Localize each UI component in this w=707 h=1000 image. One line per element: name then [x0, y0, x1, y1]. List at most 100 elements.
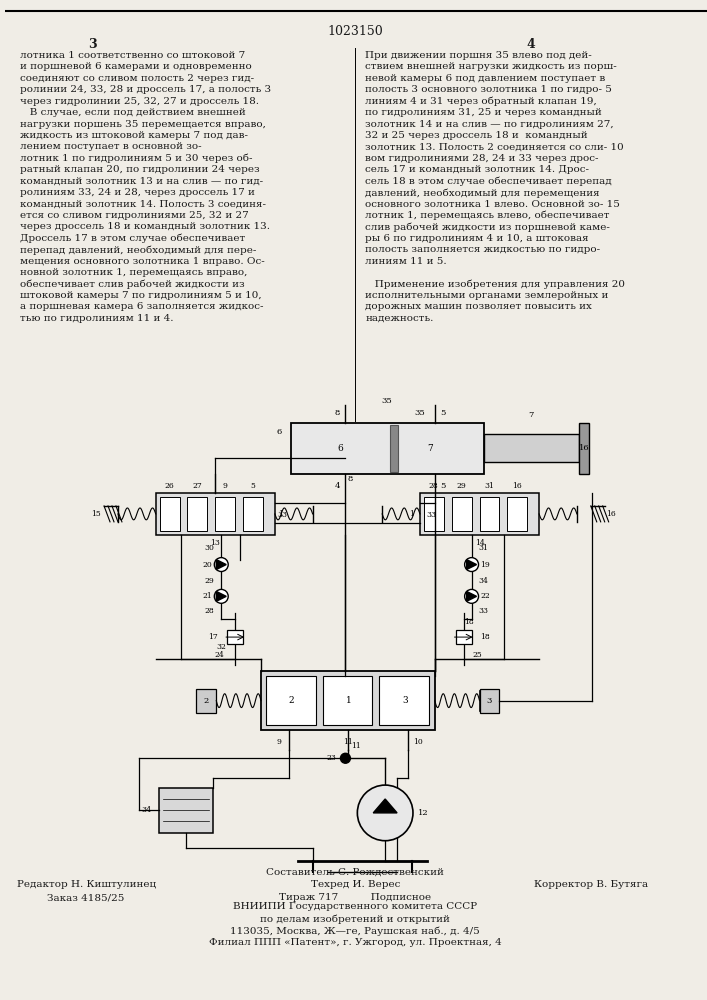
Text: 35: 35	[382, 397, 392, 405]
Text: 5: 5	[440, 482, 445, 490]
Circle shape	[214, 558, 228, 572]
Text: ролиниям 33, 24 и 28, через дроссель 17 и: ролиниям 33, 24 и 28, через дроссель 17 …	[20, 188, 255, 197]
Text: 6: 6	[276, 428, 281, 436]
Text: 27: 27	[192, 482, 202, 490]
Bar	[261, 671, 435, 730]
Text: 26: 26	[165, 482, 175, 490]
Text: 33: 33	[479, 607, 489, 615]
Bar	[291, 423, 484, 474]
Text: ролинии 24, 33, 28 и дроссель 17, а полость 3: ролинии 24, 33, 28 и дроссель 17, а поло…	[20, 85, 271, 94]
Text: невой камеры 6 под давлением поступает в: невой камеры 6 под давлением поступает в	[366, 74, 605, 83]
Text: сель 18 в этом случае обеспечивает перепад: сель 18 в этом случае обеспечивает переп…	[366, 177, 612, 186]
Text: 34: 34	[479, 577, 489, 585]
Text: В случае, если под действием внешней: В случае, если под действием внешней	[20, 108, 245, 117]
Text: 15: 15	[91, 510, 101, 518]
Bar	[160, 497, 180, 531]
Bar	[420, 493, 539, 535]
Text: 3: 3	[402, 696, 408, 705]
Text: 21: 21	[202, 592, 212, 600]
Text: 22: 22	[481, 592, 491, 600]
Text: 1: 1	[279, 510, 284, 518]
Text: мещения основного золотника 1 вправо. Ос-: мещения основного золотника 1 вправо. Ос…	[20, 257, 264, 266]
Text: командный золотник 13 и на слив — по гид-: командный золотник 13 и на слив — по гид…	[20, 177, 263, 186]
Text: обеспечивает слив рабочей жидкости из: обеспечивает слив рабочей жидкости из	[20, 279, 244, 289]
Text: основного золотника 1 влево. Основной зо- 15: основного золотника 1 влево. Основной зо…	[366, 200, 620, 209]
Text: 30: 30	[204, 544, 214, 552]
Circle shape	[341, 753, 351, 763]
Text: 25: 25	[473, 651, 482, 659]
Bar	[243, 497, 263, 531]
Text: новной золотник 1, перемещаясь вправо,: новной золотник 1, перемещаясь вправо,	[20, 268, 247, 277]
Bar	[479, 689, 499, 713]
Text: 17: 17	[209, 633, 218, 641]
Text: 20: 20	[202, 561, 212, 569]
Circle shape	[214, 589, 228, 603]
Bar	[227, 630, 243, 644]
Text: надежность.: надежность.	[366, 314, 433, 323]
Text: лотник 1 по гидролиниям 5 и 30 через об-: лотник 1 по гидролиниям 5 и 30 через об-	[20, 154, 252, 163]
Text: 18: 18	[464, 618, 474, 626]
Text: а поршневая камера 6 заполняется жидкос-: а поршневая камера 6 заполняется жидкос-	[20, 302, 263, 311]
Text: Тираж 717          Подписное: Тираж 717 Подписное	[279, 893, 431, 902]
Text: 19: 19	[481, 561, 491, 569]
Text: Применение изобретения для управления 20: Применение изобретения для управления 20	[366, 279, 625, 289]
Text: 2: 2	[288, 696, 293, 705]
Text: 3: 3	[88, 38, 96, 51]
Bar	[579, 423, 589, 474]
Text: ВНИИПИ Государственного комитета СССР: ВНИИПИ Государственного комитета СССР	[233, 902, 477, 911]
Text: При движении поршня 35 влево под дей-: При движении поршня 35 влево под дей-	[366, 51, 592, 60]
Text: ратный клапан 20, по гидролинии 24 через: ратный клапан 20, по гидролинии 24 через	[20, 165, 259, 174]
Text: 7: 7	[427, 444, 433, 453]
Bar	[424, 497, 444, 531]
Text: 1: 1	[409, 510, 414, 518]
Text: по гидролиниям 31, 25 и через командный: по гидролиниям 31, 25 и через командный	[366, 108, 602, 117]
Text: линиям 11 и 5.: линиям 11 и 5.	[366, 257, 447, 266]
Text: соединяют со сливом полость 2 через гид-: соединяют со сливом полость 2 через гид-	[20, 74, 254, 83]
Text: лотник 1, перемещаясь влево, обеспечивает: лотник 1, перемещаясь влево, обеспечивае…	[366, 211, 610, 220]
Text: 14: 14	[474, 539, 484, 547]
Text: штоковой камеры 7 по гидролиниям 5 и 10,: штоковой камеры 7 по гидролиниям 5 и 10,	[20, 291, 262, 300]
Text: жидкость из штоковой камеры 7 под дав-: жидкость из штоковой камеры 7 под дав-	[20, 131, 247, 140]
Text: ется со сливом гидролиниями 25, 32 и 27: ется со сливом гидролиниями 25, 32 и 27	[20, 211, 248, 220]
Bar	[266, 676, 315, 725]
Text: 16: 16	[606, 510, 616, 518]
Text: 8: 8	[335, 409, 340, 417]
Circle shape	[464, 558, 479, 572]
Text: по делам изобретений и открытий: по делам изобретений и открытий	[260, 914, 450, 924]
Circle shape	[357, 785, 413, 841]
Text: нагрузки поршень 35 перемещается вправо,: нагрузки поршень 35 перемещается вправо,	[20, 120, 266, 129]
Text: 11: 11	[351, 742, 361, 750]
Text: 29: 29	[457, 482, 467, 490]
Text: Техред И. Верес: Техред И. Верес	[310, 880, 400, 889]
Text: 5: 5	[440, 409, 445, 417]
Text: 6: 6	[337, 444, 344, 453]
Bar	[379, 676, 429, 725]
Text: золотник 13. Полость 2 соединяется со сли- 10: золотник 13. Полость 2 соединяется со сл…	[366, 142, 624, 151]
Text: сель 17 и командный золотник 14. Дрос-: сель 17 и командный золотник 14. Дрос-	[366, 165, 590, 174]
Text: через гидролинии 25, 32, 27 и дроссель 18.: через гидролинии 25, 32, 27 и дроссель 1…	[20, 97, 259, 106]
Text: 113035, Москва, Ж—ге, Раушская наб., д. 4/5: 113035, Москва, Ж—ге, Раушская наб., д. …	[230, 926, 480, 936]
Text: 11: 11	[344, 738, 354, 746]
Polygon shape	[467, 560, 477, 570]
Text: 35: 35	[414, 409, 426, 417]
Text: 8: 8	[348, 475, 353, 483]
Text: исполнительными органами землеройных и: исполнительными органами землеройных и	[366, 291, 609, 300]
Text: перепад давлений, необходимый для пере-: перепад давлений, необходимый для пере-	[20, 245, 256, 255]
Text: дорожных машин позволяет повысить их: дорожных машин позволяет повысить их	[366, 302, 592, 311]
Text: 23: 23	[327, 754, 337, 762]
Text: 4: 4	[527, 38, 536, 51]
Text: ры 6 по гидролиниям 4 и 10, а штоковая: ры 6 по гидролиниям 4 и 10, а штоковая	[366, 234, 589, 243]
Text: 1: 1	[346, 696, 351, 705]
Text: 3: 3	[487, 697, 492, 705]
Bar	[456, 630, 472, 644]
Text: тью по гидролиниям 11 и 4.: тью по гидролиниям 11 и 4.	[20, 314, 173, 323]
Bar	[479, 497, 499, 531]
Text: 13: 13	[211, 539, 221, 547]
Text: золотник 14 и на слив — по гидролиниям 27,: золотник 14 и на слив — по гидролиниям 2…	[366, 120, 614, 129]
Text: 28: 28	[429, 482, 439, 490]
Text: и поршневой 6 камерами и одновременно: и поршневой 6 камерами и одновременно	[20, 62, 252, 71]
Bar	[216, 497, 235, 531]
Text: слив рабочей жидкости из поршневой каме-: слив рабочей жидкости из поршневой каме-	[366, 222, 610, 232]
Text: 4: 4	[334, 482, 340, 490]
Text: 33: 33	[427, 511, 437, 519]
